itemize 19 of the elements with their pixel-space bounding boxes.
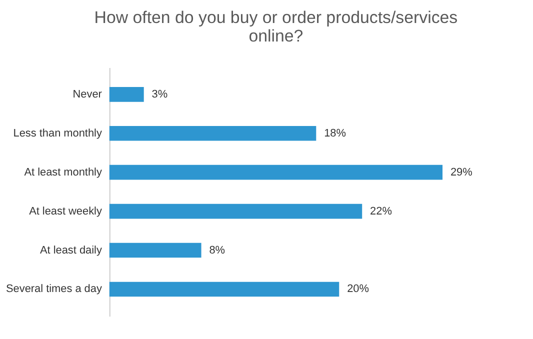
- bar: [109, 242, 202, 258]
- data-label: 8%: [209, 244, 226, 256]
- data-label: 18%: [324, 127, 346, 140]
- data-label: 29%: [450, 166, 473, 178]
- y-tick-label: At least weekly: [29, 205, 102, 218]
- y-tick-label: At least daily: [40, 244, 102, 256]
- data-label: 22%: [370, 205, 392, 218]
- data-label: 3%: [152, 88, 168, 100]
- bar: [109, 204, 362, 219]
- y-tick-label: Less than monthly: [13, 127, 102, 140]
- y-tick-label: At least monthly: [24, 166, 102, 178]
- bar: [109, 282, 340, 297]
- data-label: 20%: [347, 283, 370, 296]
- bar: [109, 87, 144, 102]
- y-tick-label: Never: [72, 88, 102, 100]
- chart-title: How often do you buy or order products/services online?: [94, 8, 458, 46]
- bar: [109, 126, 316, 141]
- y-tick-label: Several times a day: [6, 283, 102, 296]
- bar: [109, 164, 443, 180]
